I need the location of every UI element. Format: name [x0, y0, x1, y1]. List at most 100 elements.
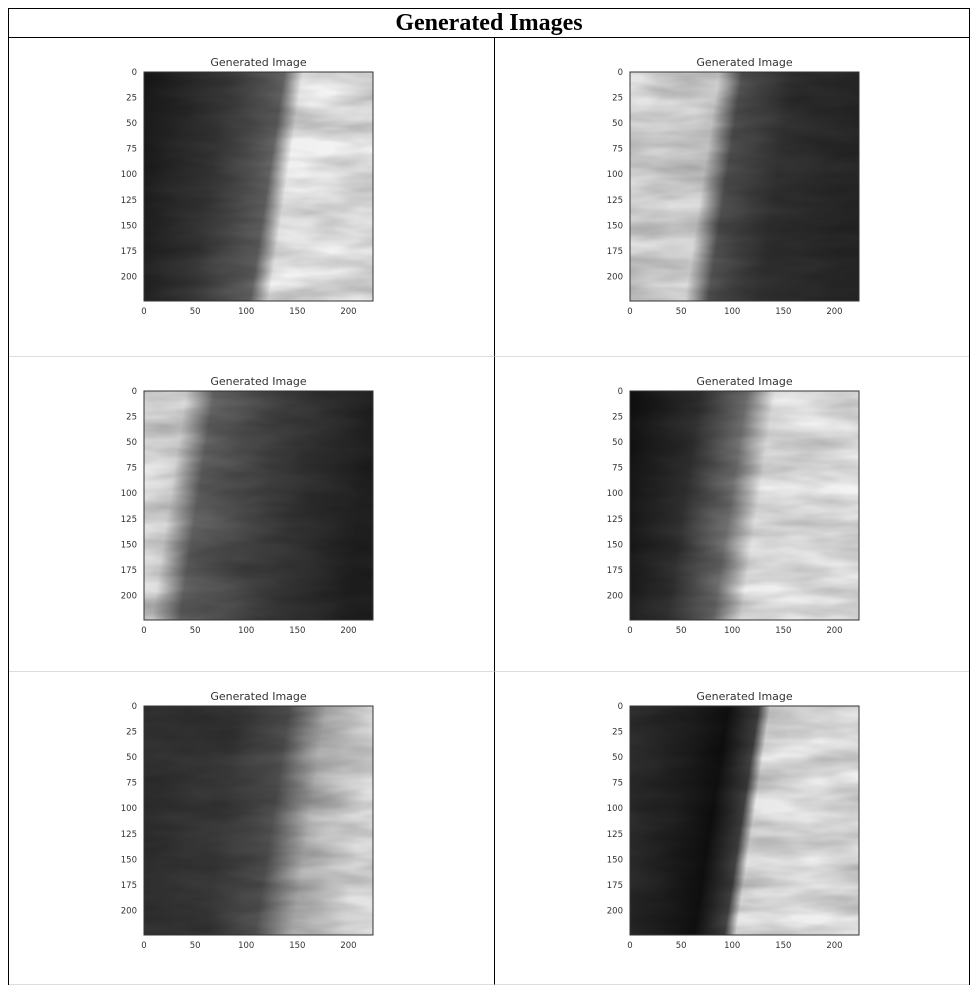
y-tick-label: 175	[121, 247, 137, 257]
y-tick-label: 75	[126, 464, 137, 474]
x-tick-label: 100	[238, 626, 254, 636]
image-title: Generated Image	[696, 56, 793, 69]
x-tick-label: 50	[676, 626, 687, 636]
image-texture	[144, 72, 373, 301]
x-tick-label: 150	[775, 307, 791, 317]
image-cell: Generated Image 0 50 100 150 200 0 25 50 75 100 125…	[9, 672, 495, 985]
figure: Generated Image 0 50 100 150 200 0 25 50 75 100 125…	[607, 375, 860, 636]
y-tick-label: 150	[121, 540, 137, 550]
image-cell: Generated Image 0 50 100 150 200 0 25 50 75 100 125…	[495, 672, 969, 985]
y-tick-label: 0	[618, 68, 623, 78]
x-tick-label: 0	[141, 626, 146, 636]
image-cell: Generated Image 0 50 100 150 200 0 25 50 75 100 125…	[9, 357, 495, 672]
y-tick-label: 150	[121, 855, 137, 865]
y-tick-label: 200	[607, 591, 623, 601]
x-tick-label: 200	[826, 941, 842, 951]
image-title: Generated Image	[210, 56, 307, 69]
y-tick-label: 50	[612, 119, 623, 129]
axes-frame	[143, 390, 374, 621]
page: Generated Images Generated Image 0 50 100 15…	[8, 8, 970, 985]
y-tick-label: 100	[607, 170, 623, 180]
y-tick-label: 0	[132, 702, 137, 712]
image-texture	[630, 706, 859, 935]
y-tick-label: 50	[126, 753, 137, 763]
y-tick-label: 0	[132, 68, 137, 78]
figure: Generated Image 0 50 100 150 200 0 25 50 75 100 125…	[121, 690, 374, 951]
image-texture	[144, 706, 373, 935]
y-tick-label: 200	[121, 272, 137, 282]
y-tick-label: 25	[126, 728, 137, 738]
x-tick-label: 100	[724, 307, 740, 317]
header-title: Generated Images	[9, 8, 969, 38]
x-tick-label: 100	[238, 307, 254, 317]
x-tick-label: 50	[676, 307, 687, 317]
x-tick-label: 100	[238, 941, 254, 951]
y-tick-label: 150	[607, 855, 623, 865]
image-title: Generated Image	[210, 375, 307, 388]
y-tick-label: 125	[607, 515, 623, 525]
y-tick-label: 25	[612, 94, 623, 104]
image-texture	[630, 391, 859, 620]
y-tick-label: 150	[607, 221, 623, 231]
axes-frame	[629, 390, 860, 621]
x-tick-label: 150	[289, 941, 305, 951]
image-cell: Generated Image 0 50 100 150 200 0 25 50 75 100 125…	[495, 357, 969, 672]
y-tick-label: 25	[612, 413, 623, 423]
x-tick-label: 100	[724, 941, 740, 951]
y-tick-label: 125	[121, 515, 137, 525]
y-tick-label: 200	[607, 272, 623, 282]
image-texture	[144, 391, 373, 620]
image-cell: Generated Image 0 50 100 150 200 0 25 50 75 100 125…	[9, 38, 495, 357]
y-tick-label: 75	[126, 779, 137, 789]
y-tick-label: 25	[126, 94, 137, 104]
figure: Generated Image 0 50 100 150 200 0 25 50 75 100 125…	[607, 690, 860, 951]
y-tick-label: 175	[607, 566, 623, 576]
y-tick-label: 150	[121, 221, 137, 231]
image-texture	[630, 72, 859, 301]
y-tick-label: 125	[607, 196, 623, 206]
image-cell: Generated Image 0 50 100 150 200 0 25 50 75 100 125…	[495, 38, 969, 357]
x-tick-label: 50	[676, 941, 687, 951]
x-tick-label: 150	[775, 941, 791, 951]
figure: Generated Image 0 50 100 150 200 0 25 50 75 100 125…	[121, 56, 374, 317]
axes-frame	[143, 71, 374, 302]
y-tick-label: 50	[126, 438, 137, 448]
x-tick-label: 0	[627, 941, 632, 951]
y-tick-label: 100	[121, 489, 137, 499]
x-tick-label: 200	[340, 626, 356, 636]
y-tick-label: 200	[121, 591, 137, 601]
y-tick-label: 125	[607, 830, 623, 840]
y-tick-label: 200	[607, 906, 623, 916]
y-tick-label: 200	[121, 906, 137, 916]
y-tick-label: 75	[126, 145, 137, 155]
x-tick-label: 0	[627, 626, 632, 636]
y-tick-label: 25	[612, 728, 623, 738]
image-grid: Generated Image 0 50 100 150 200 0 25 50 75 100 125…	[9, 38, 969, 985]
y-tick-label: 150	[607, 540, 623, 550]
x-tick-label: 100	[724, 626, 740, 636]
x-tick-label: 200	[826, 307, 842, 317]
y-tick-label: 0	[132, 387, 137, 397]
y-tick-label: 100	[607, 489, 623, 499]
x-tick-label: 150	[289, 626, 305, 636]
axes-frame	[629, 705, 860, 936]
figure: Generated Image 0 50 100 150 200 0 25 50 75 100 125…	[607, 56, 860, 317]
y-tick-label: 50	[126, 119, 137, 129]
x-tick-label: 50	[190, 307, 201, 317]
x-tick-label: 0	[141, 941, 146, 951]
y-tick-label: 75	[612, 145, 623, 155]
y-tick-label: 175	[121, 881, 137, 891]
x-tick-label: 0	[141, 307, 146, 317]
y-tick-label: 175	[121, 566, 137, 576]
x-tick-label: 50	[190, 941, 201, 951]
axes-frame	[143, 705, 374, 936]
y-tick-label: 50	[612, 438, 623, 448]
y-tick-label: 0	[618, 387, 623, 397]
x-tick-label: 50	[190, 626, 201, 636]
y-tick-label: 0	[618, 702, 623, 712]
x-tick-label: 200	[340, 941, 356, 951]
y-tick-label: 175	[607, 881, 623, 891]
y-tick-label: 75	[612, 779, 623, 789]
x-tick-label: 200	[340, 307, 356, 317]
axes-frame	[629, 71, 860, 302]
